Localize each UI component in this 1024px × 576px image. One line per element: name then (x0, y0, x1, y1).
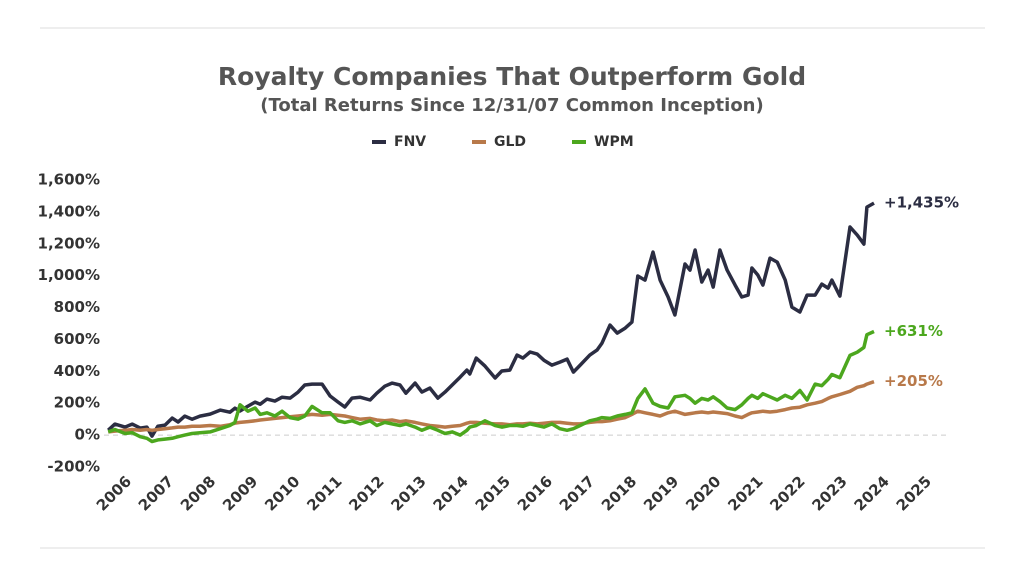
x-tick-label: 2018 (598, 472, 640, 514)
series-line (107, 201, 875, 438)
series-line (107, 329, 875, 444)
end-label: +631% (884, 322, 943, 340)
x-tick-label: 2022 (766, 472, 808, 514)
y-tick-label: 200% (54, 394, 100, 412)
x-tick-label: 2012 (345, 472, 387, 514)
y-tick-label: 1,000% (38, 266, 100, 284)
x-tick-label: 2011 (303, 472, 345, 514)
y-tick-label: 1,600% (38, 171, 100, 189)
x-tick-label: 2014 (430, 472, 472, 514)
x-tick-label: 2023 (809, 472, 851, 514)
y-tick-label: 1,200% (38, 234, 100, 252)
y-tick-label: 0% (75, 426, 100, 444)
x-tick-label: 2024 (851, 472, 893, 514)
x-tick-label: 2008 (177, 472, 219, 514)
y-tick-label: 400% (54, 362, 100, 380)
x-tick-label: 2021 (724, 472, 766, 514)
end-label: +205% (884, 372, 943, 390)
x-tick-label: 2016 (514, 472, 556, 514)
legend-label: GLD (494, 134, 526, 150)
x-tick-label: 2007 (135, 472, 177, 514)
legend-label: WPM (594, 134, 634, 150)
y-tick-label: -200% (47, 458, 100, 476)
x-tick-label: 2010 (261, 472, 303, 514)
x-tick-label: 2013 (388, 472, 430, 514)
x-tick-label: 2006 (93, 472, 135, 514)
chart-title: Royalty Companies That Outperform Gold (218, 62, 806, 91)
end-label: +1,435% (884, 194, 959, 212)
y-tick-label: 600% (54, 330, 100, 348)
x-tick-label: 2009 (219, 472, 261, 514)
x-tick-label: 2015 (472, 472, 514, 514)
series-line (107, 380, 875, 434)
legend-label: FNV (394, 134, 426, 150)
x-tick-label: 2025 (893, 472, 935, 514)
y-tick-label: 1,400% (38, 202, 100, 220)
x-tick-label: 2017 (556, 472, 598, 514)
y-tick-label: 800% (54, 298, 100, 316)
x-tick-label: 2020 (682, 472, 724, 514)
chart-subtitle: (Total Returns Since 12/31/07 Common Inc… (260, 95, 763, 116)
x-tick-label: 2019 (640, 472, 682, 514)
